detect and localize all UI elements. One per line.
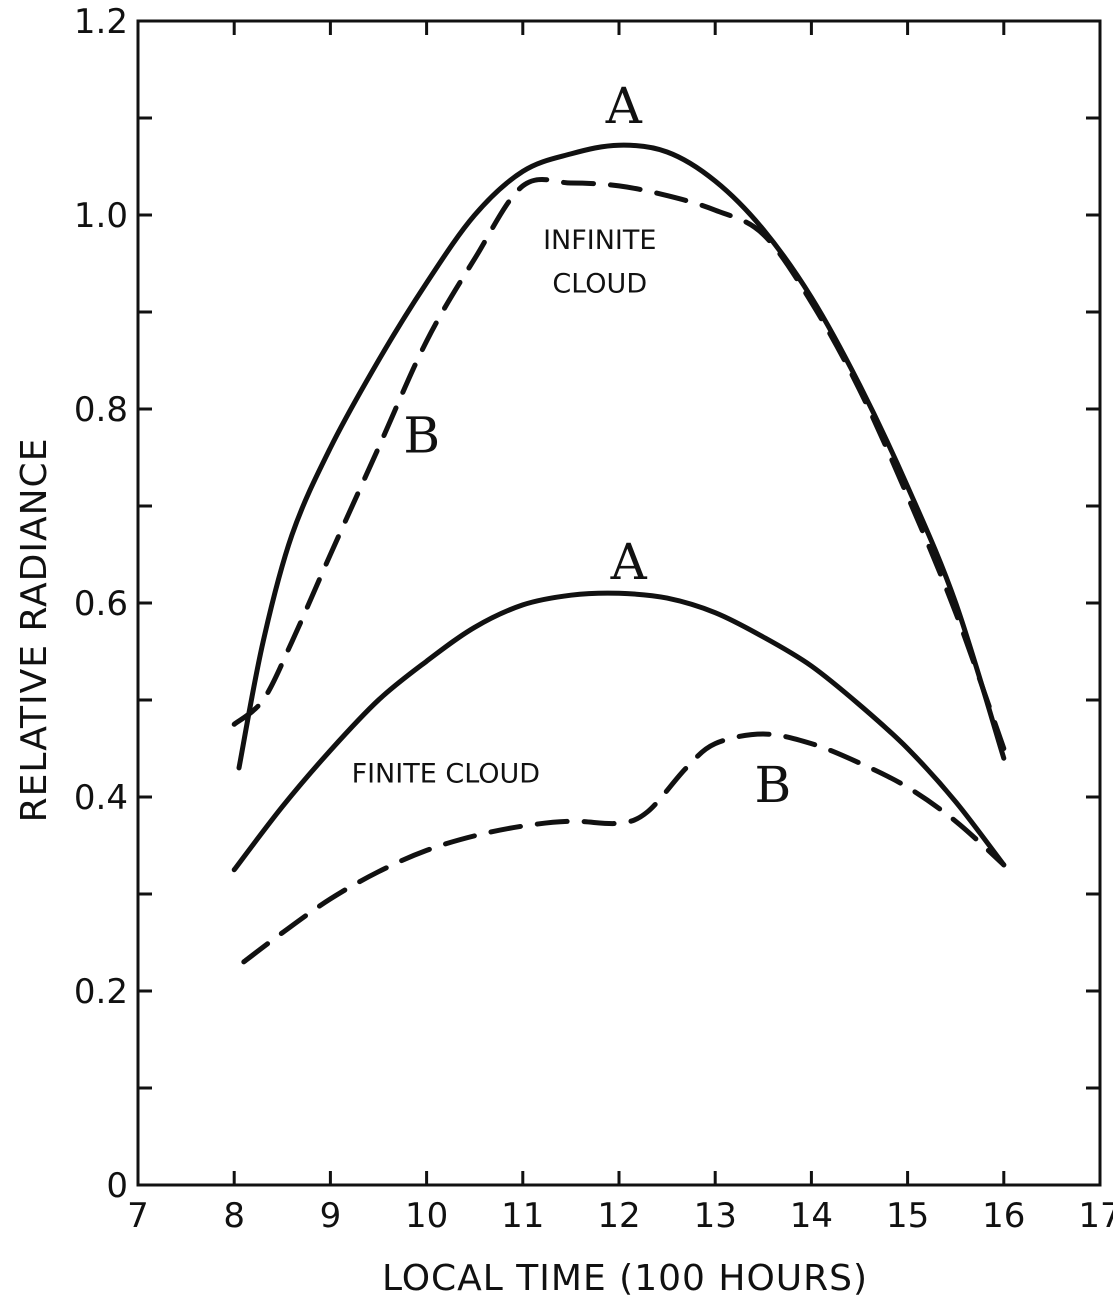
y-tick-label: 1.2 [74, 2, 128, 42]
x-tick-label: 15 [886, 1196, 929, 1236]
series-line-finite-cloud-b [241, 731, 1007, 965]
annotation-text: FINITE CLOUD [352, 758, 541, 789]
x-tick-label: 11 [501, 1196, 544, 1236]
x-tick-label: 16 [982, 1196, 1025, 1236]
series-labels: A B A B [403, 77, 791, 814]
x-tick-label: 12 [597, 1196, 640, 1236]
ticks [136, 19, 1102, 1187]
y-tick-label: 0.4 [74, 778, 128, 818]
x-axis-title: LOCAL TIME (100 HOURS) [382, 1258, 868, 1298]
series-label-finite-cloud-a: A [610, 533, 648, 591]
x-tick-label: 8 [223, 1196, 245, 1236]
y-axis-title: RELATIVE RADIANCE [14, 438, 55, 823]
x-tick-label: 13 [694, 1196, 737, 1236]
y-tick-label: 0.8 [74, 390, 128, 430]
annotations: INFINITE CLOUD FINITE CLOUD [352, 225, 657, 790]
x-tick-label: 9 [320, 1196, 342, 1236]
series-label-infinite-cloud-a: A [605, 77, 643, 135]
series-line-finite-cloud-a [231, 590, 1007, 873]
y-tick-label: 0.2 [74, 972, 128, 1012]
annotation-text: CLOUD [552, 269, 647, 300]
x-tick-label: 14 [790, 1196, 833, 1236]
series-line-infinite-cloud-a [236, 142, 1007, 771]
series-label-infinite-cloud-b: B [403, 407, 440, 465]
annotation-text: INFINITE [543, 225, 656, 256]
y-tick-label: 0.6 [74, 584, 128, 624]
x-tick-label: 7 [127, 1196, 149, 1236]
series-layer [231, 142, 1007, 965]
x-tick-label: 17 [1078, 1196, 1113, 1236]
series-label-finite-cloud-b: B [755, 756, 792, 814]
y-tick-label: 0 [106, 1166, 128, 1206]
y-tick-label: 1.0 [74, 196, 128, 236]
series-line-infinite-cloud-b [231, 176, 1007, 751]
tick-labels: 7 8 9 10 11 12 13 14 15 16 17 0 0.2 0.4 0.6 0.8 1.0 1.2 [74, 2, 1113, 1236]
x-tick-label: 10 [405, 1196, 448, 1236]
